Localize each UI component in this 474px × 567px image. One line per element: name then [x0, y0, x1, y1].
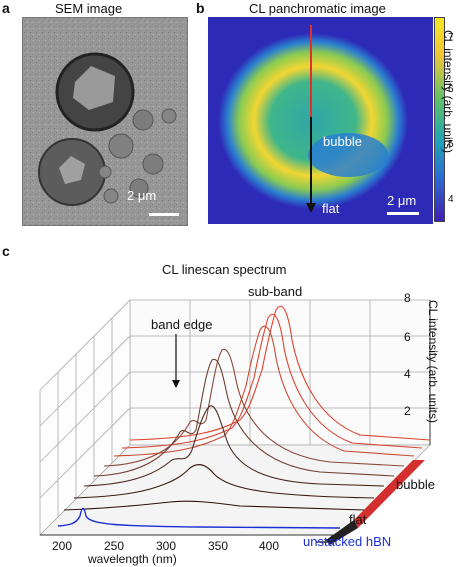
band-edge-arrowhead: [172, 380, 180, 388]
colorbar-tick-6: 6: [448, 84, 454, 95]
unstacked-hbn-label: unstacked hBN: [303, 534, 392, 549]
spectrum-far-3: [113, 325, 415, 457]
cl-scalebar-label: 2 μm: [387, 193, 417, 208]
bubble-flat-wedge-dark: [326, 520, 358, 545]
cl-linescan-arrow: [306, 25, 316, 213]
spectrum-far-2: [121, 313, 423, 449]
colorbar-tick-5: 5: [448, 139, 454, 150]
colorbar-tick-7: 7: [448, 32, 454, 43]
x-tick-400: 400: [259, 539, 280, 553]
panel-c-title: CL linescan spectrum: [162, 262, 287, 277]
panel-a-letter: a: [2, 0, 10, 16]
sem-image-graphic: [23, 18, 187, 225]
spectrum-mid-2: [93, 358, 395, 477]
spectrum-unstacked: [57, 507, 341, 529]
spectrum-near-1: [83, 405, 385, 487]
spectrum-near-2: [73, 464, 375, 499]
bubble-flat-wedge-red: [354, 460, 425, 528]
sub-band-label: sub-band: [248, 284, 303, 299]
panel-b-title: CL panchromatic image: [249, 1, 386, 16]
flat-pointer: [316, 535, 333, 543]
colorbar: [434, 17, 445, 222]
spectrum-mid-1: [103, 348, 405, 467]
spectra: [57, 305, 431, 529]
x-tick-250: 250: [104, 539, 125, 553]
x-tick-350: 350: [208, 539, 229, 553]
panel-b-letter: b: [196, 0, 205, 16]
flat-label: flat: [349, 512, 367, 527]
cl-image-graphic: [208, 17, 433, 224]
z-tick-6: 6: [404, 330, 411, 344]
side-wall: [39, 299, 131, 536]
x-tick-200: 200: [52, 539, 73, 553]
cl-bubble-label: bubble: [323, 134, 363, 149]
colorbar-label: CL intensity (arb. units): [441, 30, 455, 153]
x-axis-label: wavelength (nm): [88, 552, 177, 566]
z-axis-label: CL intensity (arb. units): [426, 300, 440, 423]
z-tick-2: 2: [404, 404, 411, 418]
x-tick-300: 300: [156, 539, 177, 553]
panel-c-letter: c: [2, 243, 10, 259]
cl-flat-label: flat: [322, 201, 340, 216]
z-tick-4: 4: [404, 367, 411, 381]
sem-scalebar-label: 2 μm: [127, 188, 157, 203]
sem-image: [22, 17, 188, 226]
z-tick-8: 8: [404, 291, 411, 305]
cl-panchromatic-image: [208, 17, 433, 224]
spectrum-near-3: [63, 500, 365, 511]
band-edge-label: band edge: [151, 317, 213, 332]
colorbar-tick-4: 4: [448, 194, 454, 205]
bubble-label: bubble: [396, 477, 436, 492]
panel-a-title: SEM image: [55, 1, 123, 16]
linescan-3d-plot: [39, 299, 431, 545]
